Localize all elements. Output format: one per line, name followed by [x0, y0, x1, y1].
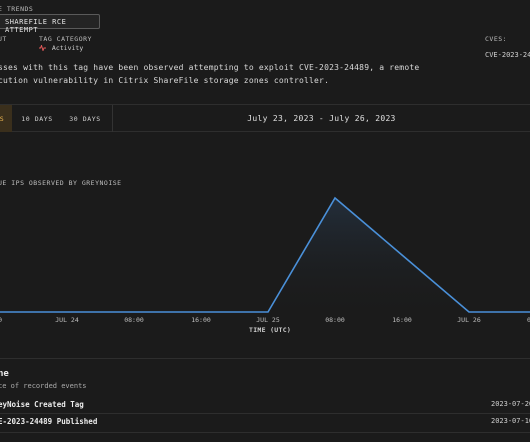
- time-range-bar: S 10 DAYS 30 DAYS July 23, 2023 - July 2…: [0, 104, 530, 132]
- timeline-event: eyNoise Created Tag 2023-07-26 00:: [0, 397, 530, 414]
- chart-plot: 00 JUL 24 08:00 16:00 JUL 25 08:00 16:00 JUL 26…: [0, 196, 530, 324]
- chart-title: UE IPS OBSERVED BY GREYNOISE: [0, 179, 122, 187]
- series-line: [0, 196, 530, 313]
- timeline-subtitle: ce of recorded events: [0, 382, 87, 390]
- tag-name: SHAREFILE RCE ATTEMPT: [5, 18, 67, 34]
- x-tick-label: 0: [527, 316, 530, 324]
- tag-category-label: TAG CATEGORY: [39, 35, 92, 43]
- date-range-picker[interactable]: July 23, 2023 - July 26, 2023: [247, 114, 396, 123]
- description-line-1: sses with this tag have been observed at…: [0, 63, 420, 72]
- tag-category-value: Activity: [39, 43, 84, 53]
- activity-icon: [39, 43, 46, 53]
- timeline-event: E-2023-24489 Published 2023-07-10 22:: [0, 414, 530, 431]
- x-tick-label: 08:00: [124, 316, 144, 324]
- x-tick-label: 16:00: [392, 316, 412, 324]
- tag-category-text: Activity: [51, 44, 84, 52]
- range-button-active[interactable]: S: [0, 105, 12, 132]
- x-tick-label: 08:00: [325, 316, 345, 324]
- x-tick-label: JUL 26: [457, 316, 481, 324]
- cve-link[interactable]: CVE-2023-24: [485, 51, 530, 59]
- timeline-title: ne: [0, 369, 9, 379]
- series-area: [0, 198, 530, 312]
- description-line-2: cution vulnerability in Citrix ShareFile…: [0, 76, 330, 85]
- intent-label: UT: [0, 35, 7, 43]
- section-divider: [0, 358, 530, 359]
- range-button-10-days[interactable]: 10 DAYS: [21, 114, 53, 123]
- x-tick-label: 16:00: [191, 316, 211, 324]
- cves-label: CVES:: [485, 35, 508, 43]
- timeline-event-label: eyNoise Created Tag: [0, 400, 84, 409]
- timeline-event-date: 2023-07-26 00:: [490, 400, 530, 408]
- x-axis-label: TIME (UTC): [249, 326, 292, 334]
- timeline-event-date: 2023-07-10 22:: [490, 417, 530, 425]
- x-tick-label: JUL 24: [55, 316, 79, 324]
- row-divider: [0, 413, 530, 414]
- x-tick-label: JUL 25: [256, 316, 280, 324]
- range-button-30-days[interactable]: 30 DAYS: [69, 114, 101, 123]
- timeline-event-label: E-2023-24489 Published: [0, 417, 98, 426]
- row-divider: [0, 432, 530, 433]
- section-label: E TRENDS: [0, 5, 34, 13]
- x-tick-label: 00: [0, 316, 2, 324]
- tag-name-chip: SHAREFILE RCE ATTEMPT: [0, 14, 100, 34]
- range-divider: [112, 105, 113, 132]
